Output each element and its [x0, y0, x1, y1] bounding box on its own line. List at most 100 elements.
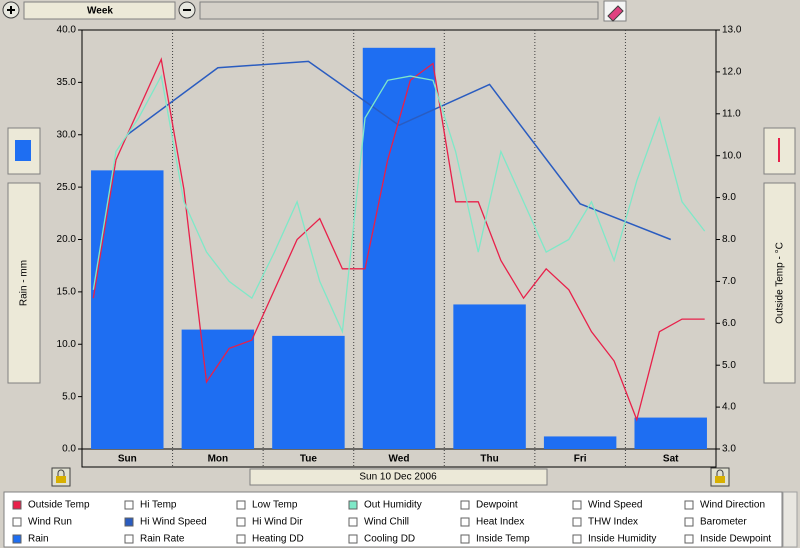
y2-axis-label: Outside Temp - °C — [775, 242, 786, 324]
rain-bar — [272, 335, 345, 449]
right-lock[interactable] — [710, 467, 730, 487]
legend-label: Inside Dewpoint — [700, 534, 771, 545]
legend-label: Inside Temp — [476, 534, 530, 545]
x-tick-label: Mon — [208, 454, 229, 465]
y-tick-label: 20.0 — [57, 234, 77, 245]
legend-label: Outside Temp — [28, 500, 90, 511]
legend-label: Low Temp — [252, 500, 298, 511]
x-tick-label: Thu — [480, 454, 498, 465]
y-tick-label: 25.0 — [57, 182, 77, 193]
legend-checkbox[interactable] — [348, 517, 358, 527]
zoom-out-button[interactable] — [178, 1, 196, 19]
left-lock-shackle — [57, 469, 65, 476]
y2-tick-label: 13.0 — [722, 25, 742, 36]
legend-label: Heating DD — [252, 534, 304, 545]
y-tick-label: 0.0 — [62, 444, 76, 455]
x-tick-label: Sun — [118, 454, 137, 465]
right-lock-shackle — [716, 469, 724, 476]
legend-label: Wind Direction — [700, 500, 765, 511]
range-dropdown[interactable] — [23, 1, 176, 20]
legend-checkbox[interactable] — [684, 500, 694, 510]
y2-tick-label: 6.0 — [722, 318, 736, 329]
wind-line — [126, 60, 671, 241]
legend-panel — [3, 491, 783, 548]
legend-checkbox[interactable] — [236, 534, 246, 544]
right-axis-box[interactable] — [763, 182, 796, 384]
rain-bar — [634, 417, 707, 449]
detail-line — [92, 74, 706, 335]
right-lock-body — [715, 476, 725, 483]
date-button[interactable] — [249, 468, 548, 486]
legend-label: Hi Wind Dir — [252, 517, 303, 528]
rain-bar — [453, 304, 526, 449]
legend-checkbox[interactable] — [236, 500, 246, 510]
legend-label: Rain Rate — [140, 534, 185, 545]
scroll-field[interactable] — [199, 1, 599, 20]
legend-checkbox[interactable] — [12, 517, 22, 527]
legend-label: Wind Run — [28, 517, 72, 528]
legend-checkbox[interactable] — [684, 534, 694, 544]
y2-tick-label: 10.0 — [722, 150, 742, 161]
y2-tick-label: 11.0 — [722, 108, 741, 119]
x-tick-label: Sat — [663, 454, 679, 465]
legend-checkbox[interactable] — [572, 500, 582, 510]
legend-label: Hi Wind Speed — [140, 517, 207, 528]
legend-checkbox[interactable] — [124, 500, 134, 510]
legend-label: Inside Humidity — [588, 534, 656, 545]
legend-label: Rain — [28, 534, 49, 545]
legend-label: Heat Index — [476, 517, 524, 528]
y2-tick-label: 12.0 — [722, 67, 742, 78]
range-label: Week — [87, 6, 113, 17]
legend-scrollbar[interactable] — [782, 491, 798, 548]
y2-tick-label: 7.0 — [722, 276, 736, 287]
legend-label: Dewpoint — [476, 500, 518, 511]
legend-checkbox[interactable] — [12, 500, 22, 510]
y2-tick-label: 9.0 — [722, 192, 736, 203]
legend-label: Wind Chill — [364, 517, 409, 528]
date-label: Sun 10 Dec 2006 — [359, 472, 437, 483]
left-lock[interactable] — [51, 467, 71, 487]
rain-bar — [543, 436, 617, 449]
plot-layer — [91, 30, 707, 467]
y2-tick-label: 3.0 — [722, 444, 736, 455]
legend-checkbox[interactable] — [460, 534, 470, 544]
rain-bar — [181, 329, 255, 449]
y-tick-label: 15.0 — [57, 287, 77, 298]
legend-checkbox[interactable] — [348, 534, 358, 544]
legend-checkbox[interactable] — [348, 500, 358, 510]
x-tick-label: Wed — [389, 454, 410, 465]
legend-checkbox[interactable] — [460, 500, 470, 510]
y-axis-label: Rain - mm — [19, 260, 30, 306]
y2-tick-label: 5.0 — [722, 360, 736, 371]
y-tick-label: 5.0 — [62, 391, 76, 402]
detail-line — [92, 57, 705, 422]
left-axis-box[interactable] — [7, 182, 41, 384]
legend-checkbox[interactable] — [236, 517, 246, 527]
x-tick-label: Fri — [574, 454, 587, 465]
y-tick-label: 30.0 — [57, 129, 77, 140]
rain-bar — [91, 170, 164, 450]
y2-tick-label: 8.0 — [722, 234, 736, 245]
y-tick-label: 10.0 — [57, 339, 77, 350]
legend-label: Cooling DD — [364, 534, 415, 545]
legend: Outside Temp Hi Temp Low Temp Out Humidity D… — [12, 500, 771, 545]
left-lock-body — [56, 476, 66, 483]
y-tick-label: 35.0 — [57, 77, 77, 88]
legend-label: Hi Temp — [140, 500, 177, 511]
legend-label: Barometer — [700, 517, 747, 528]
legend-checkbox[interactable] — [684, 517, 694, 527]
legend-checkbox[interactable] — [12, 534, 22, 544]
legend-checkbox[interactable] — [572, 534, 582, 544]
eraser-icon — [607, 5, 624, 22]
legend-checkbox[interactable] — [124, 534, 134, 544]
legend-checkbox[interactable] — [572, 517, 582, 527]
legend-checkbox[interactable] — [124, 517, 134, 527]
legend-checkbox[interactable] — [460, 517, 470, 527]
legend-label: Wind Speed — [588, 500, 642, 511]
left-color-swatch — [15, 140, 31, 161]
zoom-in-plus — [7, 6, 15, 14]
eraser-button[interactable] — [603, 0, 627, 22]
zoom-in-button[interactable] — [2, 1, 20, 19]
